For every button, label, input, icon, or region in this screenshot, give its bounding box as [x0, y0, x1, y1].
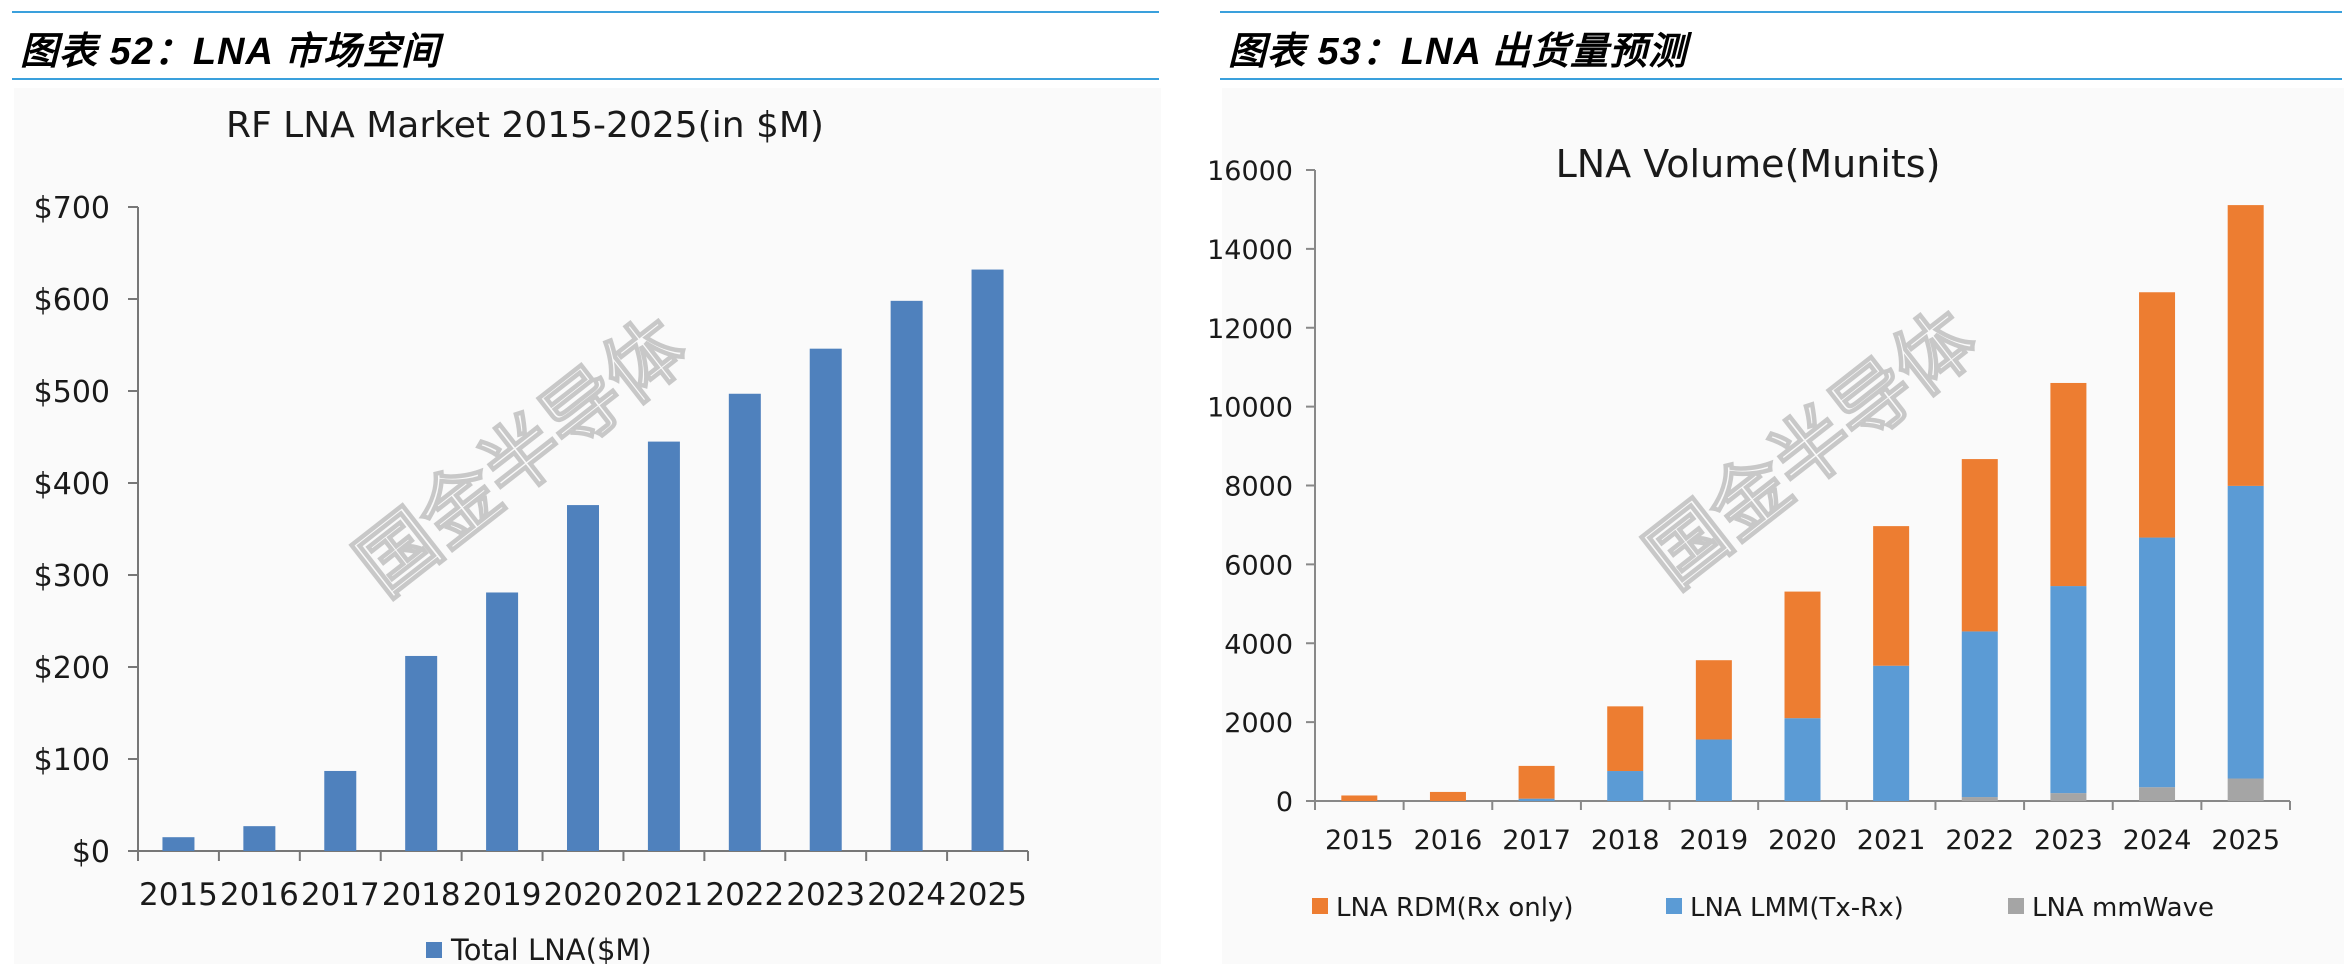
bar-segment-2025 [2227, 778, 2264, 801]
chart-title: RF LNA Market 2015-2025(in $M) [226, 105, 824, 146]
y-tick-label: $700 [34, 191, 110, 226]
y-tick-label: $500 [34, 375, 110, 410]
x-tick-label: 2021 [1857, 825, 1926, 856]
y-tick-label: 16000 [1207, 156, 1293, 187]
volume-stacked-bar-chart: 国金半导体 LNA Volume(Munits) 0 2000 4000 6000 8000… [1207, 142, 2291, 923]
y-tick-label: $600 [34, 283, 110, 318]
y-tick-label: $200 [34, 651, 110, 686]
caption-bottom-rule [12, 78, 1159, 80]
x-tick-label: 2016 [1414, 825, 1483, 856]
bar-segment-2025 [2227, 485, 2264, 779]
bar-2023 [809, 348, 842, 851]
bar-segment-2023 [2050, 586, 2087, 794]
x-tick-label: 2020 [1768, 825, 1837, 856]
bar-segment-2016 [1429, 791, 1466, 801]
x-tick-label: 2023 [786, 877, 865, 913]
y-tick-label: 4000 [1224, 629, 1293, 660]
caption-top-rule [1220, 11, 2342, 13]
y-tick-label: $0 [72, 835, 110, 870]
figure-caption: 图表 53：LNA 出货量预测 [1228, 31, 1688, 73]
bar-segment-2015 [1341, 795, 1378, 801]
x-tick-label: 2021 [624, 877, 703, 913]
bar-2016 [243, 826, 276, 851]
x-tick-label: 2019 [1680, 825, 1749, 856]
legend-label: Total LNA($M) [450, 933, 652, 964]
bar-segment-2021 [1873, 526, 1910, 666]
y-tick-label: 10000 [1207, 393, 1293, 424]
x-tick-label: 2022 [705, 877, 784, 913]
legend-label: LNA LMM(Tx-Rx) [1690, 893, 1904, 923]
x-tick-label: 2017 [1502, 825, 1571, 856]
bar-2021 [647, 441, 680, 851]
x-tick-label: 2022 [1945, 825, 2014, 856]
bar-segment-2024 [2139, 292, 2176, 538]
y-tick-label: $100 [34, 743, 110, 778]
x-tick-label: 2016 [220, 877, 299, 913]
bar-2018 [405, 655, 438, 851]
bar-segment-2022 [1961, 631, 1998, 798]
bar-2019 [486, 592, 519, 851]
x-tick-label: 2023 [2034, 825, 2103, 856]
y-tick-label: $400 [34, 467, 110, 502]
bar-segment-2017 [1518, 798, 1555, 801]
bar-2020 [567, 505, 599, 851]
legend-swatch [1666, 898, 1682, 914]
bar-2022 [728, 393, 761, 851]
bar-segment-2024 [2139, 787, 2176, 801]
bar-segment-2023 [2050, 382, 2087, 587]
bar-2024 [890, 300, 923, 852]
bar-segment-2020 [1784, 718, 1821, 801]
legend-swatch [426, 942, 442, 958]
bar-segment-2025 [2227, 205, 2264, 486]
bar-segment-2024 [2139, 537, 2176, 788]
bar-2015 [162, 837, 195, 851]
figure-53-panel: 图表 53：LNA 出货量预测 国金半导体 LNA Volume(Munits) 0… [1207, 0, 2348, 964]
x-tick-label: 2015 [139, 877, 218, 913]
legend-label: LNA mmWave [2032, 893, 2214, 923]
legend-swatch [1312, 898, 1328, 914]
bar-segment-2018 [1607, 706, 1644, 772]
bar-segment-2021 [1873, 665, 1910, 801]
x-tick-label: 2018 [1591, 825, 1660, 856]
caption-top-rule [12, 11, 1159, 13]
x-tick-label: 2020 [544, 877, 623, 913]
bar-2017 [324, 770, 357, 851]
y-tick-label: 12000 [1207, 314, 1293, 345]
bar-segment-2020 [1784, 591, 1821, 719]
bar-segment-2019 [1695, 660, 1732, 740]
bar-2025 [971, 269, 1004, 851]
x-tick-label: 2025 [948, 877, 1027, 913]
caption-bottom-rule [1220, 78, 2342, 80]
bar-segment-2022 [1961, 797, 1998, 801]
y-tick-label: 0 [1276, 787, 1293, 818]
y-tick-label: $300 [34, 559, 110, 594]
x-tick-label: 2024 [2123, 825, 2192, 856]
y-tick-label: 6000 [1224, 550, 1293, 581]
x-tick-label: 2019 [463, 877, 542, 913]
y-tick-label: 2000 [1224, 708, 1293, 739]
x-tick-label: 2025 [2211, 825, 2280, 856]
bar-segment-2023 [2050, 793, 2087, 801]
chart-title: LNA Volume(Munits) [1556, 142, 1941, 186]
legend-label: LNA RDM(Rx only) [1336, 893, 1574, 923]
x-tick-label: 2018 [382, 877, 461, 913]
bar-segment-2022 [1961, 459, 1998, 632]
bar-segment-2018 [1607, 771, 1644, 801]
watermark-text: 国金半导体 [1631, 294, 1994, 605]
figure-caption: 图表 52：LNA 市场空间 [20, 31, 441, 73]
figure-52-panel: 图表 52：LNA 市场空间 国金半导体 RF LNA Market 2015-2… [0, 0, 1165, 964]
legend-swatch [2008, 898, 2024, 914]
y-tick-label: 14000 [1207, 235, 1293, 266]
y-tick-label: 8000 [1224, 472, 1293, 503]
x-tick-label: 2024 [867, 877, 946, 913]
bar-segment-2019 [1695, 739, 1732, 801]
x-tick-label: 2017 [301, 877, 380, 913]
bar-segment-2017 [1518, 765, 1555, 799]
x-tick-label: 2015 [1325, 825, 1394, 856]
